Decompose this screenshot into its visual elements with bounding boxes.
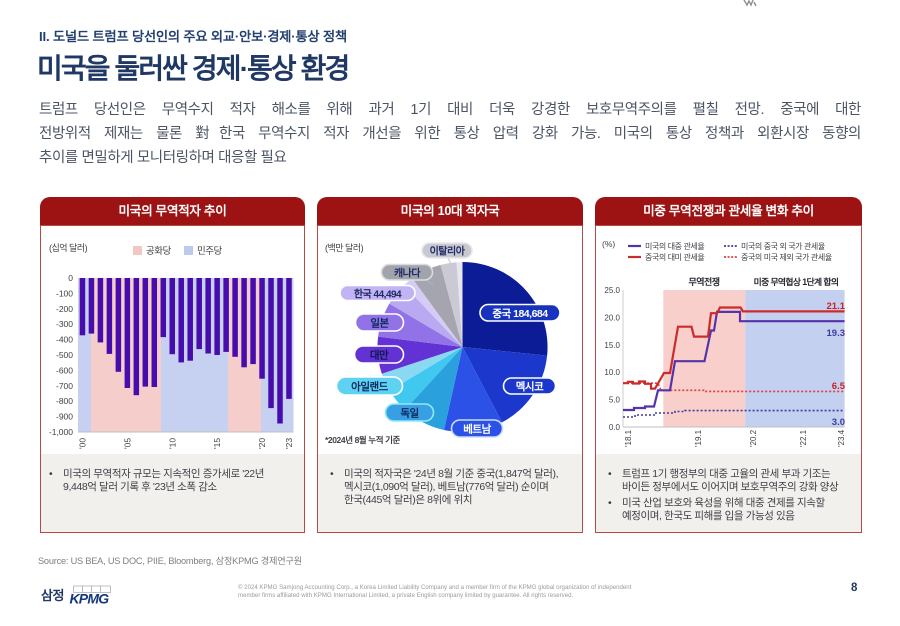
svg-text:15.0: 15.0 <box>604 341 620 350</box>
svg-text:독일: 독일 <box>400 407 418 420</box>
svg-text:-200: -200 <box>56 304 73 314</box>
svg-text:-700: -700 <box>56 381 73 391</box>
svg-text:25.0: 25.0 <box>604 286 620 295</box>
svg-text:'20.2: '20.2 <box>749 429 758 447</box>
svg-text:아일랜드: 아일랜드 <box>351 380 388 393</box>
svg-text:-100: -100 <box>56 288 73 298</box>
svg-text:0: 0 <box>68 273 73 283</box>
svg-text:-900: -900 <box>56 412 73 422</box>
svg-text:10.0: 10.0 <box>604 368 620 377</box>
svg-text:캐나다: 캐나다 <box>394 267 421 280</box>
svg-text:KPMG: KPMG <box>70 591 110 607</box>
svg-text:'10: '10 <box>167 438 177 449</box>
svg-text:베트남: 베트남 <box>463 423 491 436</box>
svg-text:-1,000: -1,000 <box>49 427 73 437</box>
svg-text:'15: '15 <box>212 438 222 449</box>
svg-text:'23: '23 <box>284 438 294 449</box>
svg-text:'22.1: '22.1 <box>799 429 808 447</box>
svg-text:중국 184,684: 중국 184,684 <box>492 308 548 320</box>
svg-text:(백만 달러): (백만 달러) <box>325 242 364 253</box>
svg-text:미국의 중국 외 국가 관세율: 미국의 중국 외 국가 관세율 <box>741 241 825 251</box>
svg-text:19.3: 19.3 <box>827 328 846 339</box>
svg-text:*2024년 8월 누적 기준: *2024년 8월 누적 기준 <box>325 435 401 445</box>
svg-text:'20: '20 <box>257 438 267 449</box>
svg-text:-300: -300 <box>56 319 73 329</box>
svg-text:'00: '00 <box>78 438 88 449</box>
svg-text:민주당: 민주당 <box>197 246 222 257</box>
svg-text:'18.1: '18.1 <box>624 429 633 447</box>
svg-text:중국의 대미 관세율: 중국의 대미 관세율 <box>645 252 704 262</box>
svg-text:'23.4: '23.4 <box>837 429 846 447</box>
svg-text:6.5: 6.5 <box>832 381 846 392</box>
svg-text:3.0: 3.0 <box>832 417 845 428</box>
svg-text:(%): (%) <box>602 239 615 249</box>
svg-text:20.0: 20.0 <box>604 313 620 322</box>
svg-text:공화당: 공화당 <box>146 246 171 257</box>
svg-text:미중 무역협상 1단계 합의: 미중 무역협상 1단계 합의 <box>754 276 839 287</box>
svg-text:-500: -500 <box>56 350 73 360</box>
svg-text:5.0: 5.0 <box>609 396 621 405</box>
svg-text:0.0: 0.0 <box>609 423 621 432</box>
svg-text:중국의 미국 제외 국가 관세율: 중국의 미국 제외 국가 관세율 <box>741 252 832 262</box>
svg-text:일본: 일본 <box>370 317 389 330</box>
svg-text:21.1: 21.1 <box>827 301 846 312</box>
svg-text:대만: 대만 <box>370 349 389 362</box>
svg-text:멕시코: 멕시코 <box>516 380 544 393</box>
svg-text:-400: -400 <box>56 335 73 345</box>
svg-text:-800: -800 <box>56 396 73 406</box>
svg-text:'19.1: '19.1 <box>694 429 703 447</box>
svg-text:'05: '05 <box>122 438 132 449</box>
svg-text:한국 44,494: 한국 44,494 <box>354 289 402 301</box>
svg-text:미국의 대중 관세율: 미국의 대중 관세율 <box>645 241 704 251</box>
svg-text:(십억 달러): (십억 달러) <box>49 242 88 253</box>
svg-text:무역전쟁: 무역전쟁 <box>688 276 719 287</box>
svg-text:-600: -600 <box>56 365 73 375</box>
svg-text:이탈리아: 이탈리아 <box>430 245 466 258</box>
